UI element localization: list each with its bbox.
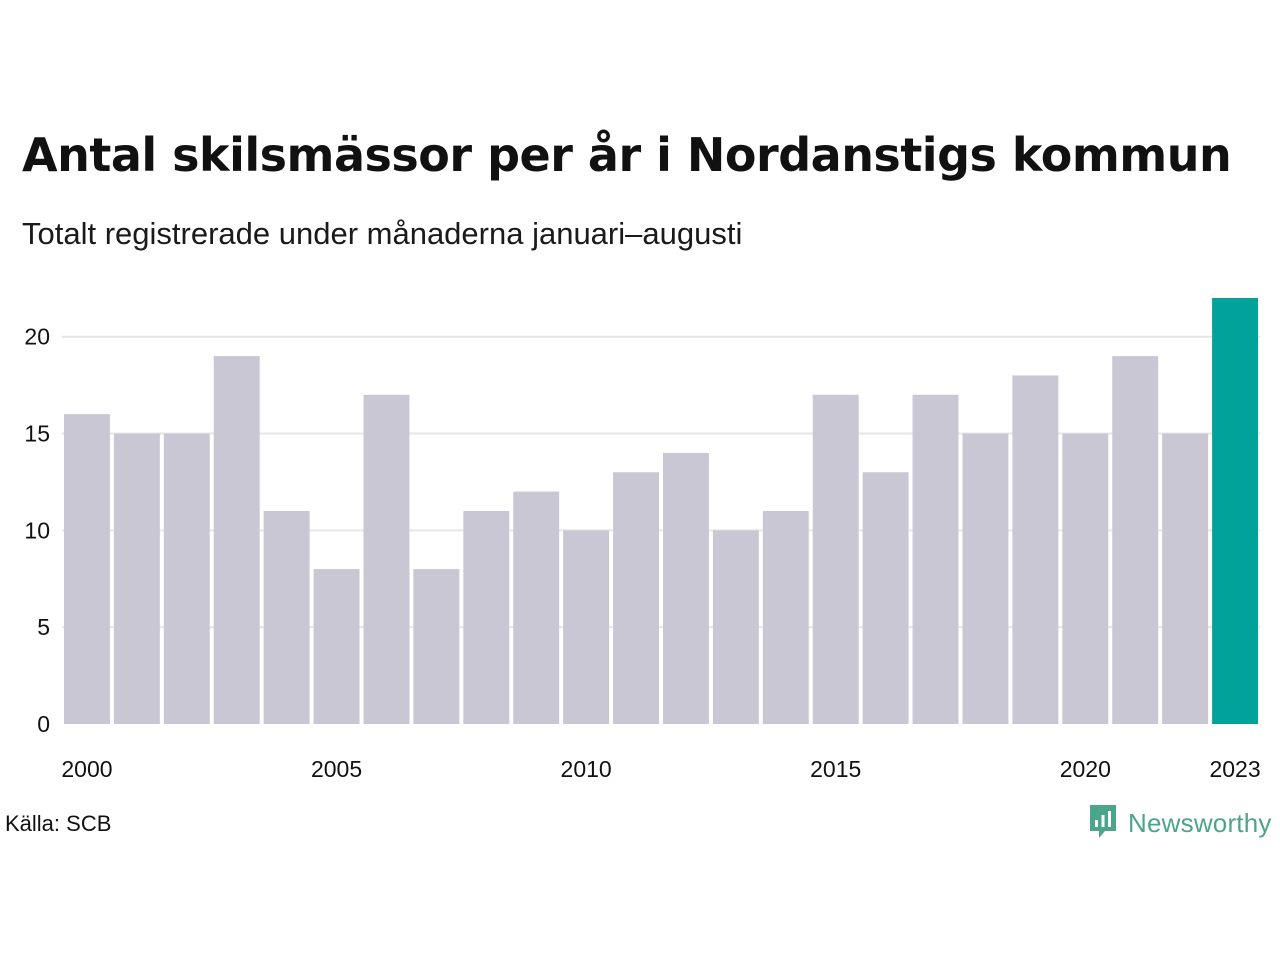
bar-2000 [64,414,110,724]
bar-2009 [513,491,560,724]
x-tick-label: 2015 [810,756,861,782]
newsworthy-logo-icon [1088,803,1118,844]
y-tick-label: 5 [37,614,50,640]
bar-2010 [563,530,610,724]
x-tick-label: 2000 [61,756,112,782]
x-tick-label: 2010 [561,756,612,782]
bar-2017 [912,394,959,724]
bar-2012 [663,452,709,724]
x-tick-label: 2005 [311,756,362,782]
x-tick-label: 2020 [1060,756,1111,782]
bar-2011 [613,472,659,724]
chart-subtitle: Totalt registrerade under månaderna janu… [22,216,743,251]
newsworthy-logo[interactable]: Newsworthy [1088,803,1272,844]
bar-2021 [1112,356,1159,724]
chart-title: Antal skilsmässor per år i Nordanstigs k… [22,128,1232,182]
y-tick-label: 10 [24,517,50,543]
bars [64,298,1258,724]
bar-2005 [313,569,360,724]
y-tick-label: 20 [24,324,50,350]
y-tick-label: 15 [24,421,50,447]
bar-2002 [163,433,210,724]
bar-chart: 0 5 10 15 20 2000 2005 2010 2015 2020 2023 [24,298,1261,782]
bar-2015 [812,394,859,724]
bar-2008 [463,511,510,724]
bar-2016 [862,472,909,724]
newsworthy-logo-text: Newsworthy [1128,808,1272,838]
bar-2019 [1012,375,1059,724]
bar-2001 [113,433,160,724]
bar-2023 [1212,298,1258,724]
bar-2020 [1062,433,1109,724]
source-note: Källa: SCB [5,811,112,836]
bar-2003 [213,356,260,724]
x-axis-ticks: 2000 2005 2010 2015 2020 2023 [61,756,1260,782]
bar-2007 [413,569,460,724]
bar-2004 [263,511,310,724]
bar-2013 [712,530,759,724]
bar-2022 [1162,433,1209,724]
y-axis-ticks: 0 5 10 15 20 [24,324,50,737]
bar-2014 [762,511,809,724]
grid-lines [62,335,1260,629]
bar-2018 [962,433,1009,724]
bar-2006 [363,394,410,724]
y-tick-label: 0 [37,711,50,737]
x-tick-label: 2023 [1209,756,1260,782]
